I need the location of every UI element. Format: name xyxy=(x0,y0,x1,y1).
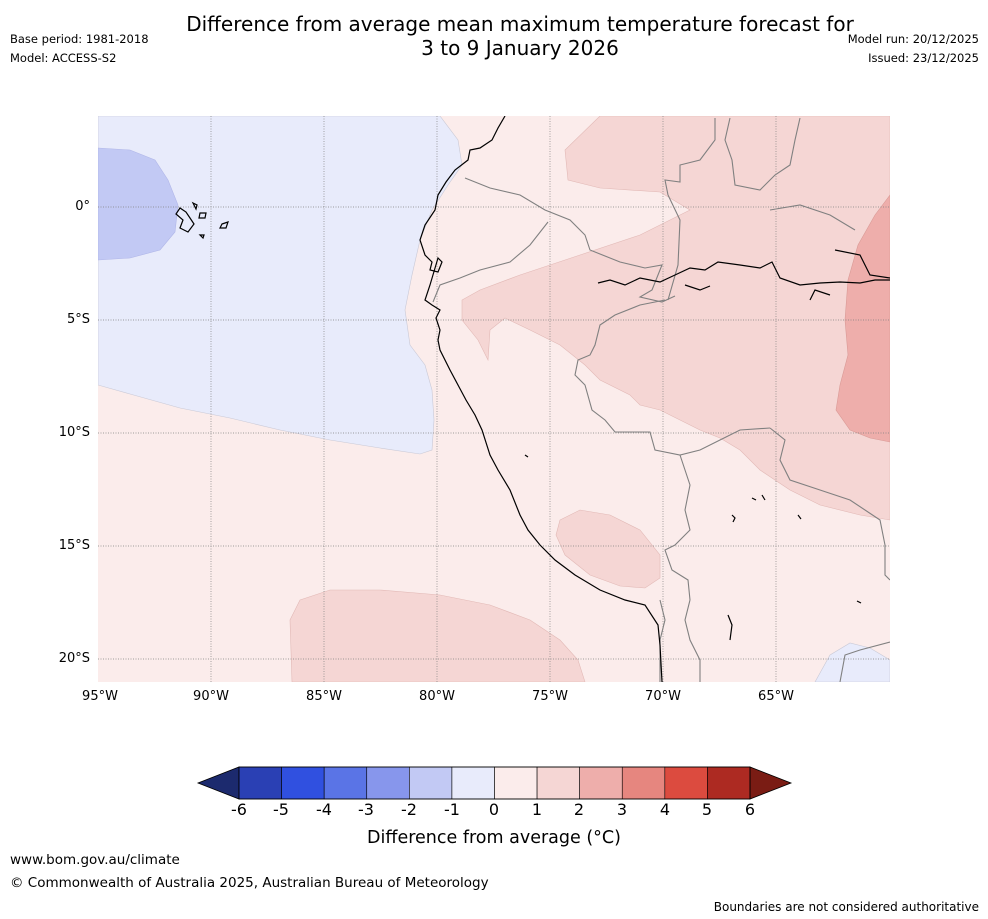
colorbar-tick: 0 xyxy=(488,800,500,819)
colorbar-bin xyxy=(323,766,368,800)
colorbar-extend-below xyxy=(196,766,240,800)
map-title: Difference from average mean maximum tem… xyxy=(0,12,988,60)
colorbar-tick: 6 xyxy=(744,800,756,819)
colorbar-tick: -6 xyxy=(231,800,247,819)
lon-label-70w: 70°W xyxy=(645,689,681,704)
lon-label-65w: 65°W xyxy=(758,689,794,704)
anomaly-region-1-to-2-north xyxy=(461,116,890,521)
lat-label-10s: 10°S xyxy=(58,425,90,440)
colorbar-tick: 4 xyxy=(659,800,671,819)
colorbar-label: Difference from average (°C) xyxy=(367,828,621,848)
colorbar-tick: -1 xyxy=(444,800,460,819)
colorbar-bin xyxy=(579,766,623,800)
colorbar-bin xyxy=(238,766,282,800)
colorbar-tick: -2 xyxy=(401,800,417,819)
colorbar-bin xyxy=(409,766,453,800)
title-line-1: Difference from average mean maximum tem… xyxy=(186,12,854,36)
copyright-notice: © Commonwealth of Australia 2025, Austra… xyxy=(10,875,489,891)
lon-label-85w: 85°W xyxy=(306,689,342,704)
lat-label-15s: 15°S xyxy=(58,538,90,553)
model-run: Model run: 20/12/2025 xyxy=(847,32,979,46)
graticule xyxy=(98,116,890,682)
lat-label-5s: 5°S xyxy=(66,312,90,327)
lon-label-95w: 95°W xyxy=(82,689,118,704)
title-line-2: 3 to 9 January 2026 xyxy=(421,36,619,60)
colorbar-tick: 3 xyxy=(616,800,628,819)
colorbar-tick: -5 xyxy=(273,800,289,819)
colorbar-bin xyxy=(366,766,410,800)
colorbar-tick: 5 xyxy=(701,800,713,819)
anomaly-region-minus1-to-0-se xyxy=(814,642,890,682)
lat-label-20s: 20°S xyxy=(58,651,90,666)
lat-label-0: 0° xyxy=(75,199,90,214)
lon-label-75w: 75°W xyxy=(532,689,568,704)
colorbar-bin xyxy=(536,766,580,800)
coastlines xyxy=(175,116,890,682)
colorbar-tick: 1 xyxy=(531,800,543,819)
colorbar-bin xyxy=(494,766,538,800)
colorbar xyxy=(196,766,793,800)
base-period: Base period: 1981-2018 xyxy=(10,32,149,46)
anomaly-region-minus1-to-0 xyxy=(98,116,463,455)
website-link: www.bom.gov.au/climate xyxy=(10,852,180,868)
colorbar-bin xyxy=(664,766,708,800)
lon-label-90w: 90°W xyxy=(193,689,229,704)
colorbar-tick: -4 xyxy=(316,800,332,819)
colorbar-bin xyxy=(707,766,751,800)
colorbar-extend-above xyxy=(749,766,793,800)
colorbar-bin xyxy=(451,766,495,800)
colorbar-bin xyxy=(281,766,325,800)
model-name: Model: ACCESS-S2 xyxy=(10,51,117,65)
lon-label-80w: 80°W xyxy=(419,689,455,704)
anomaly-region-2-to-3 xyxy=(835,194,890,443)
anomaly-region-minus2-to-minus1 xyxy=(98,147,179,261)
colorbar-tick: 2 xyxy=(573,800,585,819)
boundaries-disclaimer: Boundaries are not considered authoritat… xyxy=(713,900,979,914)
country-borders xyxy=(432,117,890,682)
colorbar-bin xyxy=(621,766,666,800)
colorbar-bins xyxy=(238,766,751,800)
anomaly-region-1-to-2-central xyxy=(555,509,661,589)
issued-date: Issued: 23/12/2025 xyxy=(868,51,979,65)
colorbar-tick: -3 xyxy=(358,800,374,819)
